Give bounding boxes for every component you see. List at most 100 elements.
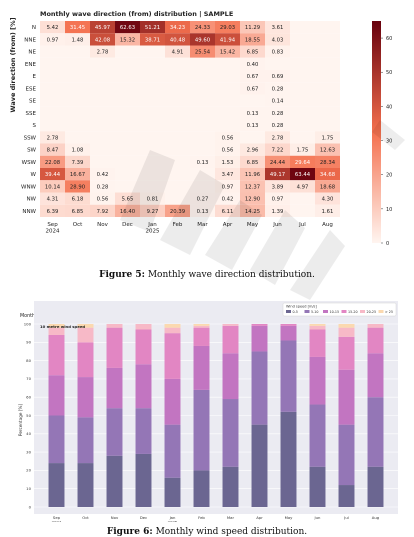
heatmap-cell	[165, 82, 190, 95]
heatmap-cell	[90, 33, 115, 46]
figure-6-text: Monthly wind speed distribution.	[155, 527, 308, 537]
heatmap-cell	[40, 21, 65, 34]
legend-title: Wind speed [m/s]	[286, 305, 317, 309]
bar-y-tick-label: 10	[26, 486, 31, 491]
bar-x-tick-label: Jul	[343, 515, 349, 520]
heatmap-column-label: Aug	[322, 222, 333, 228]
bar-segment	[77, 463, 94, 507]
heatmap-cell	[140, 155, 165, 168]
heatmap-cell-value: 0.28	[272, 86, 284, 92]
heatmap-row-label: W	[31, 172, 37, 178]
heatmap-cell-value: 0.13	[247, 123, 259, 129]
colorbar-tick-label: 10	[386, 207, 392, 213]
heatmap-cell	[290, 33, 315, 46]
bar-segment	[164, 324, 181, 328]
bar-segment	[222, 324, 239, 326]
heatmap-cell	[90, 106, 115, 119]
heatmap-cell-value: 63.44	[295, 172, 311, 178]
heatmap-cell-value: 34.23	[170, 25, 185, 31]
heatmap-cell-value: 0.97	[272, 197, 284, 203]
heatmap-cell	[265, 33, 290, 46]
heatmap-column-label: 2025	[146, 229, 160, 235]
heatmap-cell-value: 0.97	[47, 37, 59, 43]
heatmap-cell	[265, 45, 290, 58]
heatmap-cell	[65, 94, 90, 107]
bar-segment	[222, 399, 239, 467]
heatmap-cell	[40, 192, 65, 205]
heatmap-cell	[115, 119, 140, 132]
heatmap-cell	[40, 168, 65, 181]
heatmap-cell	[115, 106, 140, 119]
heatmap-row-label: SSW	[24, 135, 37, 141]
heatmap-cell	[65, 192, 90, 205]
heatmap-cell	[115, 94, 140, 107]
heatmap-colorbar: 0 10 20 30 40 50 60	[372, 21, 392, 247]
heatmap-cell	[40, 57, 65, 70]
heatmap-cell	[240, 45, 265, 58]
bar-legend: Wind speed [m/s]0-5 5-10 10-15 15-20 20-25 > …	[282, 302, 397, 317]
heatmap-cell-value: 6.85	[247, 50, 259, 56]
heatmap-cell-value: 0.67	[247, 86, 259, 92]
heatmap-cell-value: 9.27	[147, 209, 159, 215]
heatmap-cell	[190, 106, 215, 119]
heatmap-cell-value: 39.44	[45, 172, 61, 178]
heatmap-cell	[315, 155, 340, 168]
heatmap-cell	[190, 204, 215, 217]
heatmap-cell	[215, 180, 240, 193]
bar-y-tick-label: 0	[29, 504, 32, 509]
bar-y-tick-label: 90	[26, 340, 31, 345]
wind-speed-stacked-bar-chart: Monthly wind speed distribution | SAMPLE…	[18, 301, 398, 523]
heatmap-cell	[115, 204, 140, 217]
heatmap-cell	[215, 57, 240, 70]
bar-segment	[164, 333, 181, 379]
bar-segment	[164, 477, 181, 507]
heatmap-cell	[215, 155, 240, 168]
heatmap-cell-value: 20.39	[170, 209, 185, 215]
heatmap-cell	[65, 131, 90, 144]
bar-gridlines	[34, 323, 398, 508]
colorbar-tick-label: 0	[386, 241, 389, 247]
heatmap-cell	[90, 94, 115, 107]
bar-segment	[251, 324, 268, 326]
heatmap-column-label: 2024	[46, 229, 60, 235]
heatmap-cell-value: 34.68	[320, 172, 336, 178]
heatmap-cell	[315, 70, 340, 83]
heatmap-cell-value: 62.63	[120, 25, 135, 31]
bar-inset-label: 10 metre wind speed	[40, 324, 85, 329]
heatmap-cell	[215, 21, 240, 34]
bar-y-tick-label: 100	[24, 321, 32, 326]
bar-x-tick-label: 2025	[168, 520, 178, 523]
heatmap-cell	[290, 70, 315, 83]
bar-segment	[48, 415, 65, 464]
bar-y-tick-label: 70	[26, 376, 31, 381]
heatmap-cell	[65, 155, 90, 168]
colorbar-tick-label: 30	[386, 139, 392, 145]
heatmap-row-label: E	[33, 74, 37, 80]
heatmap-cell-value: 11.29	[245, 25, 260, 31]
bar-segment	[48, 375, 65, 416]
heatmap-cell-value: 0.42	[222, 197, 234, 203]
heatmap-cell	[290, 119, 315, 132]
heatmap-cell	[115, 168, 140, 181]
heatmap-cell	[40, 106, 65, 119]
heatmap-cell	[40, 143, 65, 156]
heatmap-cell	[290, 57, 315, 70]
heatmap-cell-value: 8.47	[47, 148, 59, 154]
bar-segment	[338, 324, 355, 328]
heatmap-cell	[190, 70, 215, 83]
heatmap-cell	[140, 94, 165, 107]
heatmap-title: Monthly wave direction (from) distributi…	[40, 10, 233, 19]
heatmap-cell-value: 3.89	[272, 184, 284, 190]
colorbar-tick-label: 20	[386, 173, 392, 179]
heatmap-cell	[65, 119, 90, 132]
heatmap-cell	[115, 131, 140, 144]
heatmap-cell	[315, 57, 340, 70]
heatmap-cell	[240, 192, 265, 205]
heatmap-cell	[315, 82, 340, 95]
heatmap-cell	[190, 143, 215, 156]
bar-segment	[106, 455, 123, 507]
heatmap-cell	[240, 155, 265, 168]
heatmap-cell-value: 2.78	[272, 135, 284, 141]
